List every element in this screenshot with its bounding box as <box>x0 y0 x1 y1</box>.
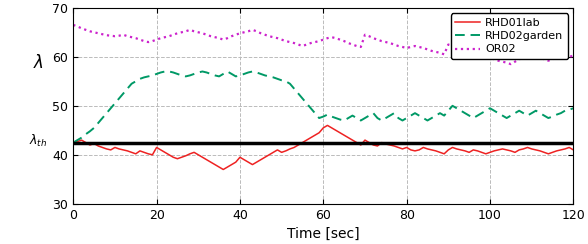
OR02 <box>70 23 77 26</box>
OR02 <box>570 54 577 57</box>
Line: RHD01lab: RHD01lab <box>74 125 573 170</box>
RHD01lab <box>390 144 397 147</box>
RHD01lab <box>186 152 193 155</box>
RHD02garden <box>412 112 419 115</box>
OR02 <box>382 41 389 43</box>
RHD01lab <box>120 148 127 151</box>
RHD01lab <box>220 168 227 171</box>
RHD01lab <box>324 124 331 127</box>
RHD02garden <box>120 92 127 95</box>
OR02 <box>186 28 193 31</box>
RHD01lab <box>286 147 293 150</box>
RHD01lab <box>570 148 577 151</box>
RHD01lab <box>416 148 423 151</box>
X-axis label: Time [sec]: Time [sec] <box>287 227 360 241</box>
RHD01lab <box>545 152 552 155</box>
OR02 <box>540 58 547 61</box>
Text: $\lambda_{th}$: $\lambda_{th}$ <box>29 133 48 149</box>
RHD02garden <box>540 114 547 117</box>
RHD02garden <box>161 70 168 73</box>
Legend: RHD01lab, RHD02garden, OR02: RHD01lab, RHD02garden, OR02 <box>450 13 568 59</box>
RHD02garden <box>386 114 393 117</box>
Line: RHD02garden: RHD02garden <box>74 71 573 142</box>
RHD02garden <box>191 72 198 75</box>
RHD02garden <box>286 82 293 85</box>
Text: $\lambda$: $\lambda$ <box>33 54 44 72</box>
Line: OR02: OR02 <box>74 25 573 64</box>
OR02 <box>282 40 289 42</box>
RHD02garden <box>570 107 577 110</box>
RHD01lab <box>70 141 77 144</box>
RHD02garden <box>70 141 77 144</box>
OR02 <box>120 33 127 36</box>
OR02 <box>407 46 415 49</box>
OR02 <box>507 63 514 66</box>
